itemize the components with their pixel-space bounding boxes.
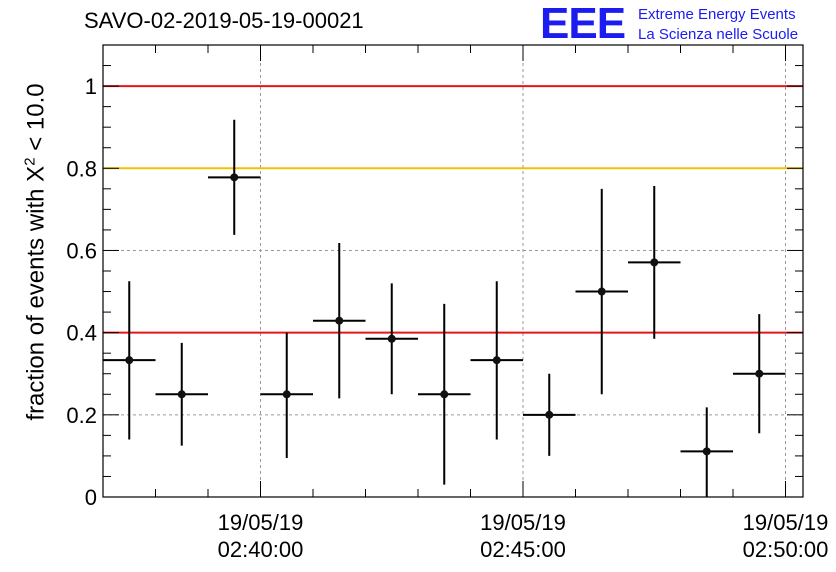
data-point xyxy=(492,356,501,365)
plot-frame xyxy=(102,44,804,498)
data-point xyxy=(230,173,239,182)
y-tick-label: 0.4 xyxy=(66,321,97,346)
x-tick-time-label: 02:45:00 xyxy=(480,537,566,562)
data-point xyxy=(702,447,711,456)
data-point xyxy=(755,369,764,378)
data-point xyxy=(440,390,449,399)
data-point xyxy=(387,334,396,343)
x-tick-time-label: 02:50:00 xyxy=(743,537,829,562)
y-tick-label: 0.6 xyxy=(66,238,97,263)
y-tick-label: 1 xyxy=(85,74,97,99)
y-tick-label: 0 xyxy=(85,485,97,510)
chart-title: SAVO-02-2019-05-19-00021 xyxy=(84,8,364,33)
data-point xyxy=(125,356,134,365)
data-point xyxy=(545,410,554,419)
y-tick-label: 0.8 xyxy=(66,156,97,181)
data-point xyxy=(597,287,606,296)
data-point xyxy=(650,258,659,267)
y-tick-label: 0.2 xyxy=(66,403,97,428)
x-tick-date-label: 19/05/19 xyxy=(218,510,304,535)
x-tick-date-label: 19/05/19 xyxy=(743,510,829,535)
data-point xyxy=(282,390,291,399)
data-point xyxy=(335,316,344,325)
data-point xyxy=(177,390,186,399)
logo-line-2: La Scienza nelle Scuole xyxy=(638,26,799,43)
eee-logo-mark: EEE xyxy=(540,0,626,48)
logo-line-1: Extreme Energy Events xyxy=(638,6,796,23)
x-tick-time-label: 02:40:00 xyxy=(218,537,304,562)
x-tick-date-label: 19/05/19 xyxy=(480,510,566,535)
